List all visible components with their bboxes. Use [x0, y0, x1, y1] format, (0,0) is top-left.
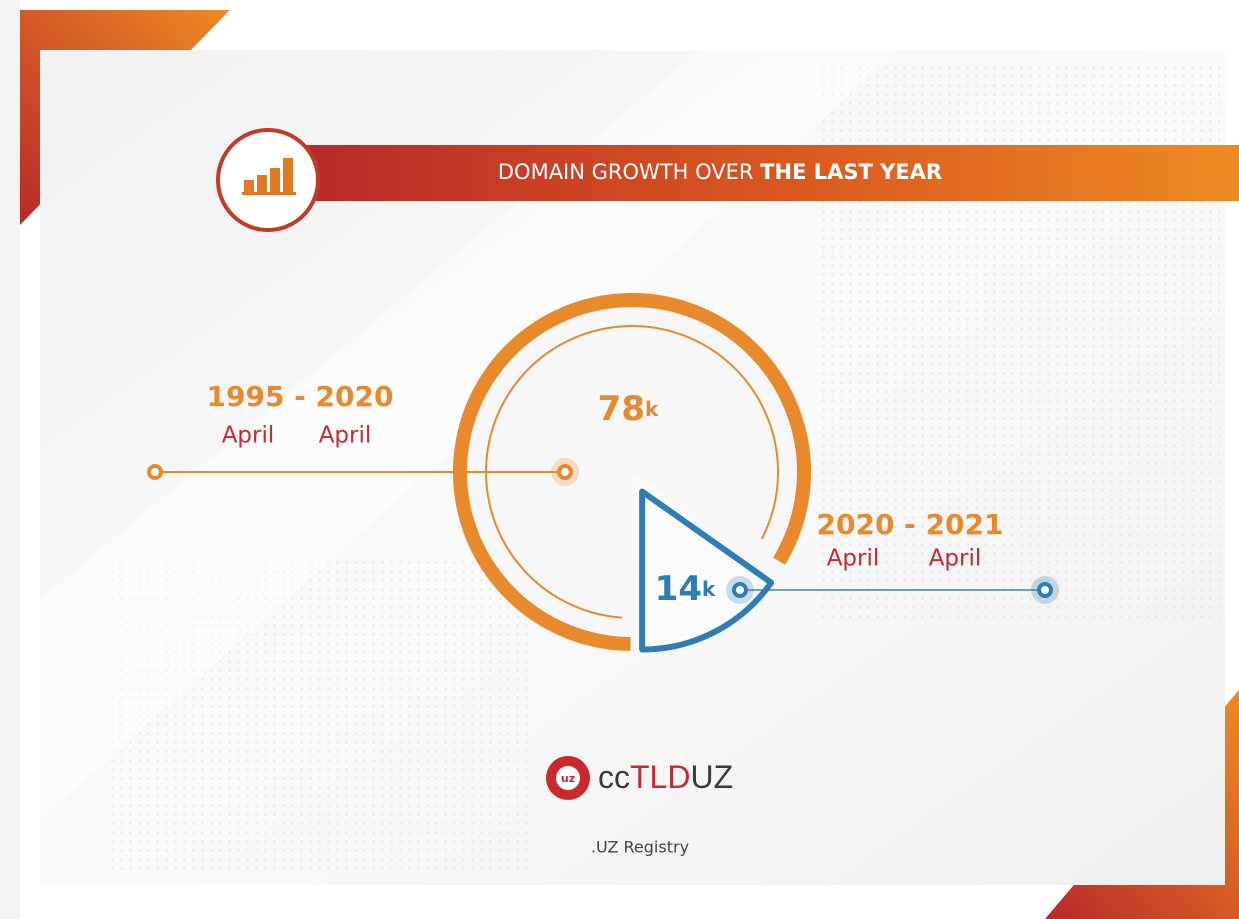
- logo-part: cc: [598, 759, 630, 795]
- edge-strip: [0, 0, 20, 919]
- header-band: [300, 145, 1239, 201]
- logo: ccTLDUZ: [598, 759, 733, 795]
- title-text: DOMAIN GROWTH OVER: [498, 160, 754, 184]
- value-unit: k: [645, 397, 659, 421]
- pie-slice: [459, 299, 804, 644]
- timeline-dot: [1037, 582, 1053, 598]
- caption: .UZ Registry: [591, 838, 689, 857]
- period-month: April: [319, 423, 372, 449]
- value-number: 14: [655, 569, 702, 609]
- period-range: 2020 - 2021: [817, 508, 1004, 541]
- period-month: April: [222, 423, 275, 449]
- period-month: April: [929, 546, 982, 572]
- dot-pattern: [110, 560, 530, 870]
- icon-circle: [216, 128, 320, 232]
- title-emphasis: THE LAST YEAR: [760, 160, 942, 184]
- pie-slice: [639, 488, 775, 653]
- value-label: 78k: [598, 389, 659, 429]
- slice-ring: [453, 293, 811, 651]
- timeline-dot: [147, 464, 163, 480]
- period-range: 1995 - 2020: [207, 380, 394, 413]
- bar-icon: [242, 158, 296, 195]
- period-month: April: [827, 546, 880, 572]
- logo-badge-inner: [556, 766, 580, 790]
- logo-part: UZ: [690, 759, 733, 795]
- timeline-dot: [732, 582, 748, 598]
- slice-inner-ring: [485, 325, 779, 619]
- value-label: 14k: [655, 569, 716, 609]
- timeline-dot: [557, 464, 573, 480]
- logo-badge: uz: [561, 772, 575, 785]
- logo-part: TLD: [630, 759, 690, 795]
- title: DOMAIN GROWTH OVER THE LAST YEAR: [498, 160, 942, 184]
- value-number: 78: [598, 389, 645, 429]
- value-unit: k: [702, 577, 716, 601]
